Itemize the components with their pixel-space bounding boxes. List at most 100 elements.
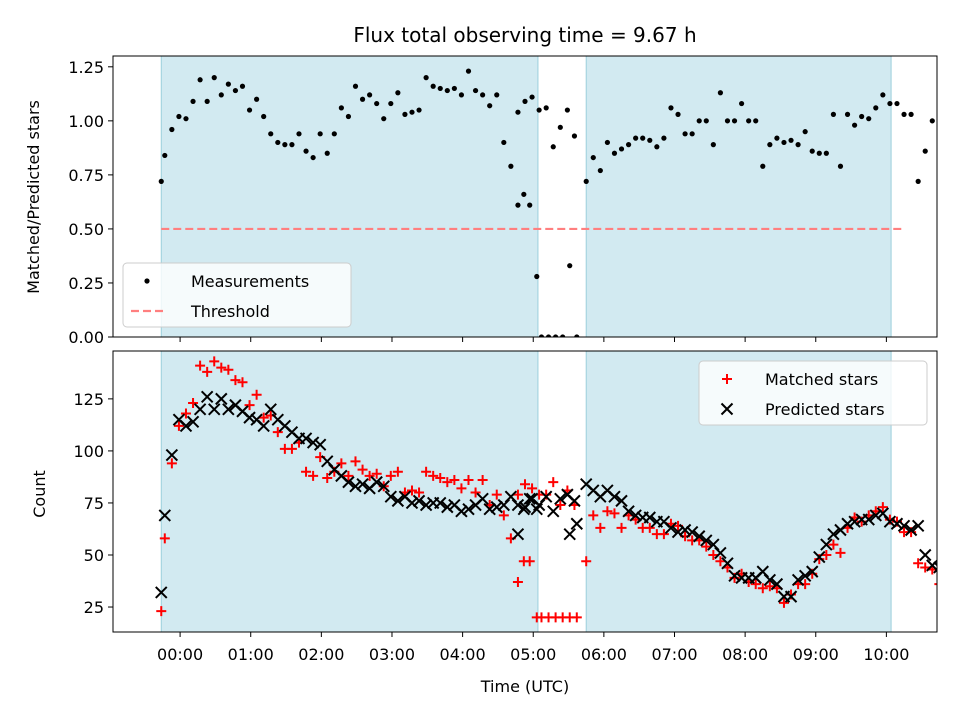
matched-star-point [392,466,403,477]
measurement-point [501,139,507,146]
x-tick-label: 05:00 [510,645,556,664]
predicted-star-point [200,390,214,404]
measurement-point [560,334,566,337]
measurement-point [724,118,731,124]
measurement-point [795,142,801,148]
measurement-point [604,139,611,146]
measurement-point [753,118,759,124]
matched-star-point [934,583,937,586]
measurement-point [367,92,373,98]
predicted-star-point [897,519,911,533]
matched-star-point [778,597,789,608]
legend-swatch [720,402,734,416]
predicted-star-point [530,502,543,516]
measurement-point [823,150,829,156]
predicted-star-point [714,546,727,560]
measurement-point [487,103,493,109]
predicted-star-point [721,557,734,570]
predicted-star-point [222,403,235,416]
measurement-point [515,202,521,208]
matched-star-point [877,502,888,513]
measurement-point [521,191,527,197]
measurement-point [472,87,479,94]
measurement-point [880,92,886,98]
predicted-star-point [926,559,937,572]
matched-star-point [343,470,354,481]
matched-star-point [588,510,599,521]
measurement-point [190,98,196,104]
matched-star-point [520,479,530,490]
measurement-point [689,131,695,137]
matched-star-point [701,541,712,552]
x-tick-label: 09:00 [793,645,839,664]
measurement-point [717,90,724,96]
predicted-star-point [664,521,678,535]
predicted-star-point [179,419,193,433]
matched-star-point [595,522,606,533]
matched-star-point [644,522,655,533]
observing-interval-shade [161,351,538,632]
measurement-point [416,107,422,113]
y-tick-label: 0.75 [68,166,104,185]
predicted-star-point [349,480,362,493]
predicted-star-point [643,511,656,524]
measurement-point [423,75,429,81]
matched-star-point [180,408,191,419]
measurement-point [352,83,359,89]
y-tick-label: 0.00 [68,328,104,347]
measurement-point [640,135,646,141]
measurement-point [395,90,401,96]
matched-star-point [658,529,669,540]
matched-star-point [350,456,361,467]
measurement-point [618,146,625,152]
measurement-point [633,135,639,141]
measurement-point [788,137,794,143]
measurement-point [522,98,528,104]
measurement-point [567,263,573,269]
predicted-star-point [476,492,489,505]
measurement-point [296,131,302,137]
measurement-point [527,202,533,208]
measurement-point [675,111,681,117]
measurement-point [844,111,851,117]
predicted-star-point [570,517,584,530]
measurement-point [529,94,535,100]
matched-star-point [223,364,234,375]
matched-star-point [414,487,425,498]
measurement-point [515,109,521,115]
measurement-point [254,96,260,102]
predicted-star-point [313,438,327,451]
predicted-star-point [919,548,932,562]
measurement-point [458,92,465,98]
y-tick-label: 0.25 [68,274,104,293]
measurement-point [553,334,559,337]
y-tick-label: 125 [73,390,104,409]
measurement-point [538,334,545,337]
predicted-star-point [784,590,798,603]
measurement-point [494,92,500,98]
predicted-star-point [342,475,355,489]
measurement-point [197,77,203,83]
measurement-point [550,144,556,150]
x-tick-label: 02:00 [298,645,344,664]
measurement-point [590,154,596,161]
matched-star-point [602,506,613,517]
measurement-point [837,163,844,169]
predicted-star-point [306,436,320,449]
predicted-star-point [728,569,741,583]
measurement-point [830,111,837,117]
predicted-star-point [158,509,172,522]
predicted-star-point [155,586,168,599]
predicted-star-point [419,498,433,512]
axes-frame [112,55,938,338]
predicted-star-point [384,490,398,503]
matched-star-point [449,475,460,486]
measurement-point [597,167,603,174]
measurement-point [359,96,366,102]
y-tick-label: 100 [73,442,104,461]
measurement-point [218,92,224,98]
predicted-star-point [511,498,525,512]
matched-star-point [442,477,453,488]
predicted-star-point [827,527,840,541]
legend-swatch [144,278,150,284]
